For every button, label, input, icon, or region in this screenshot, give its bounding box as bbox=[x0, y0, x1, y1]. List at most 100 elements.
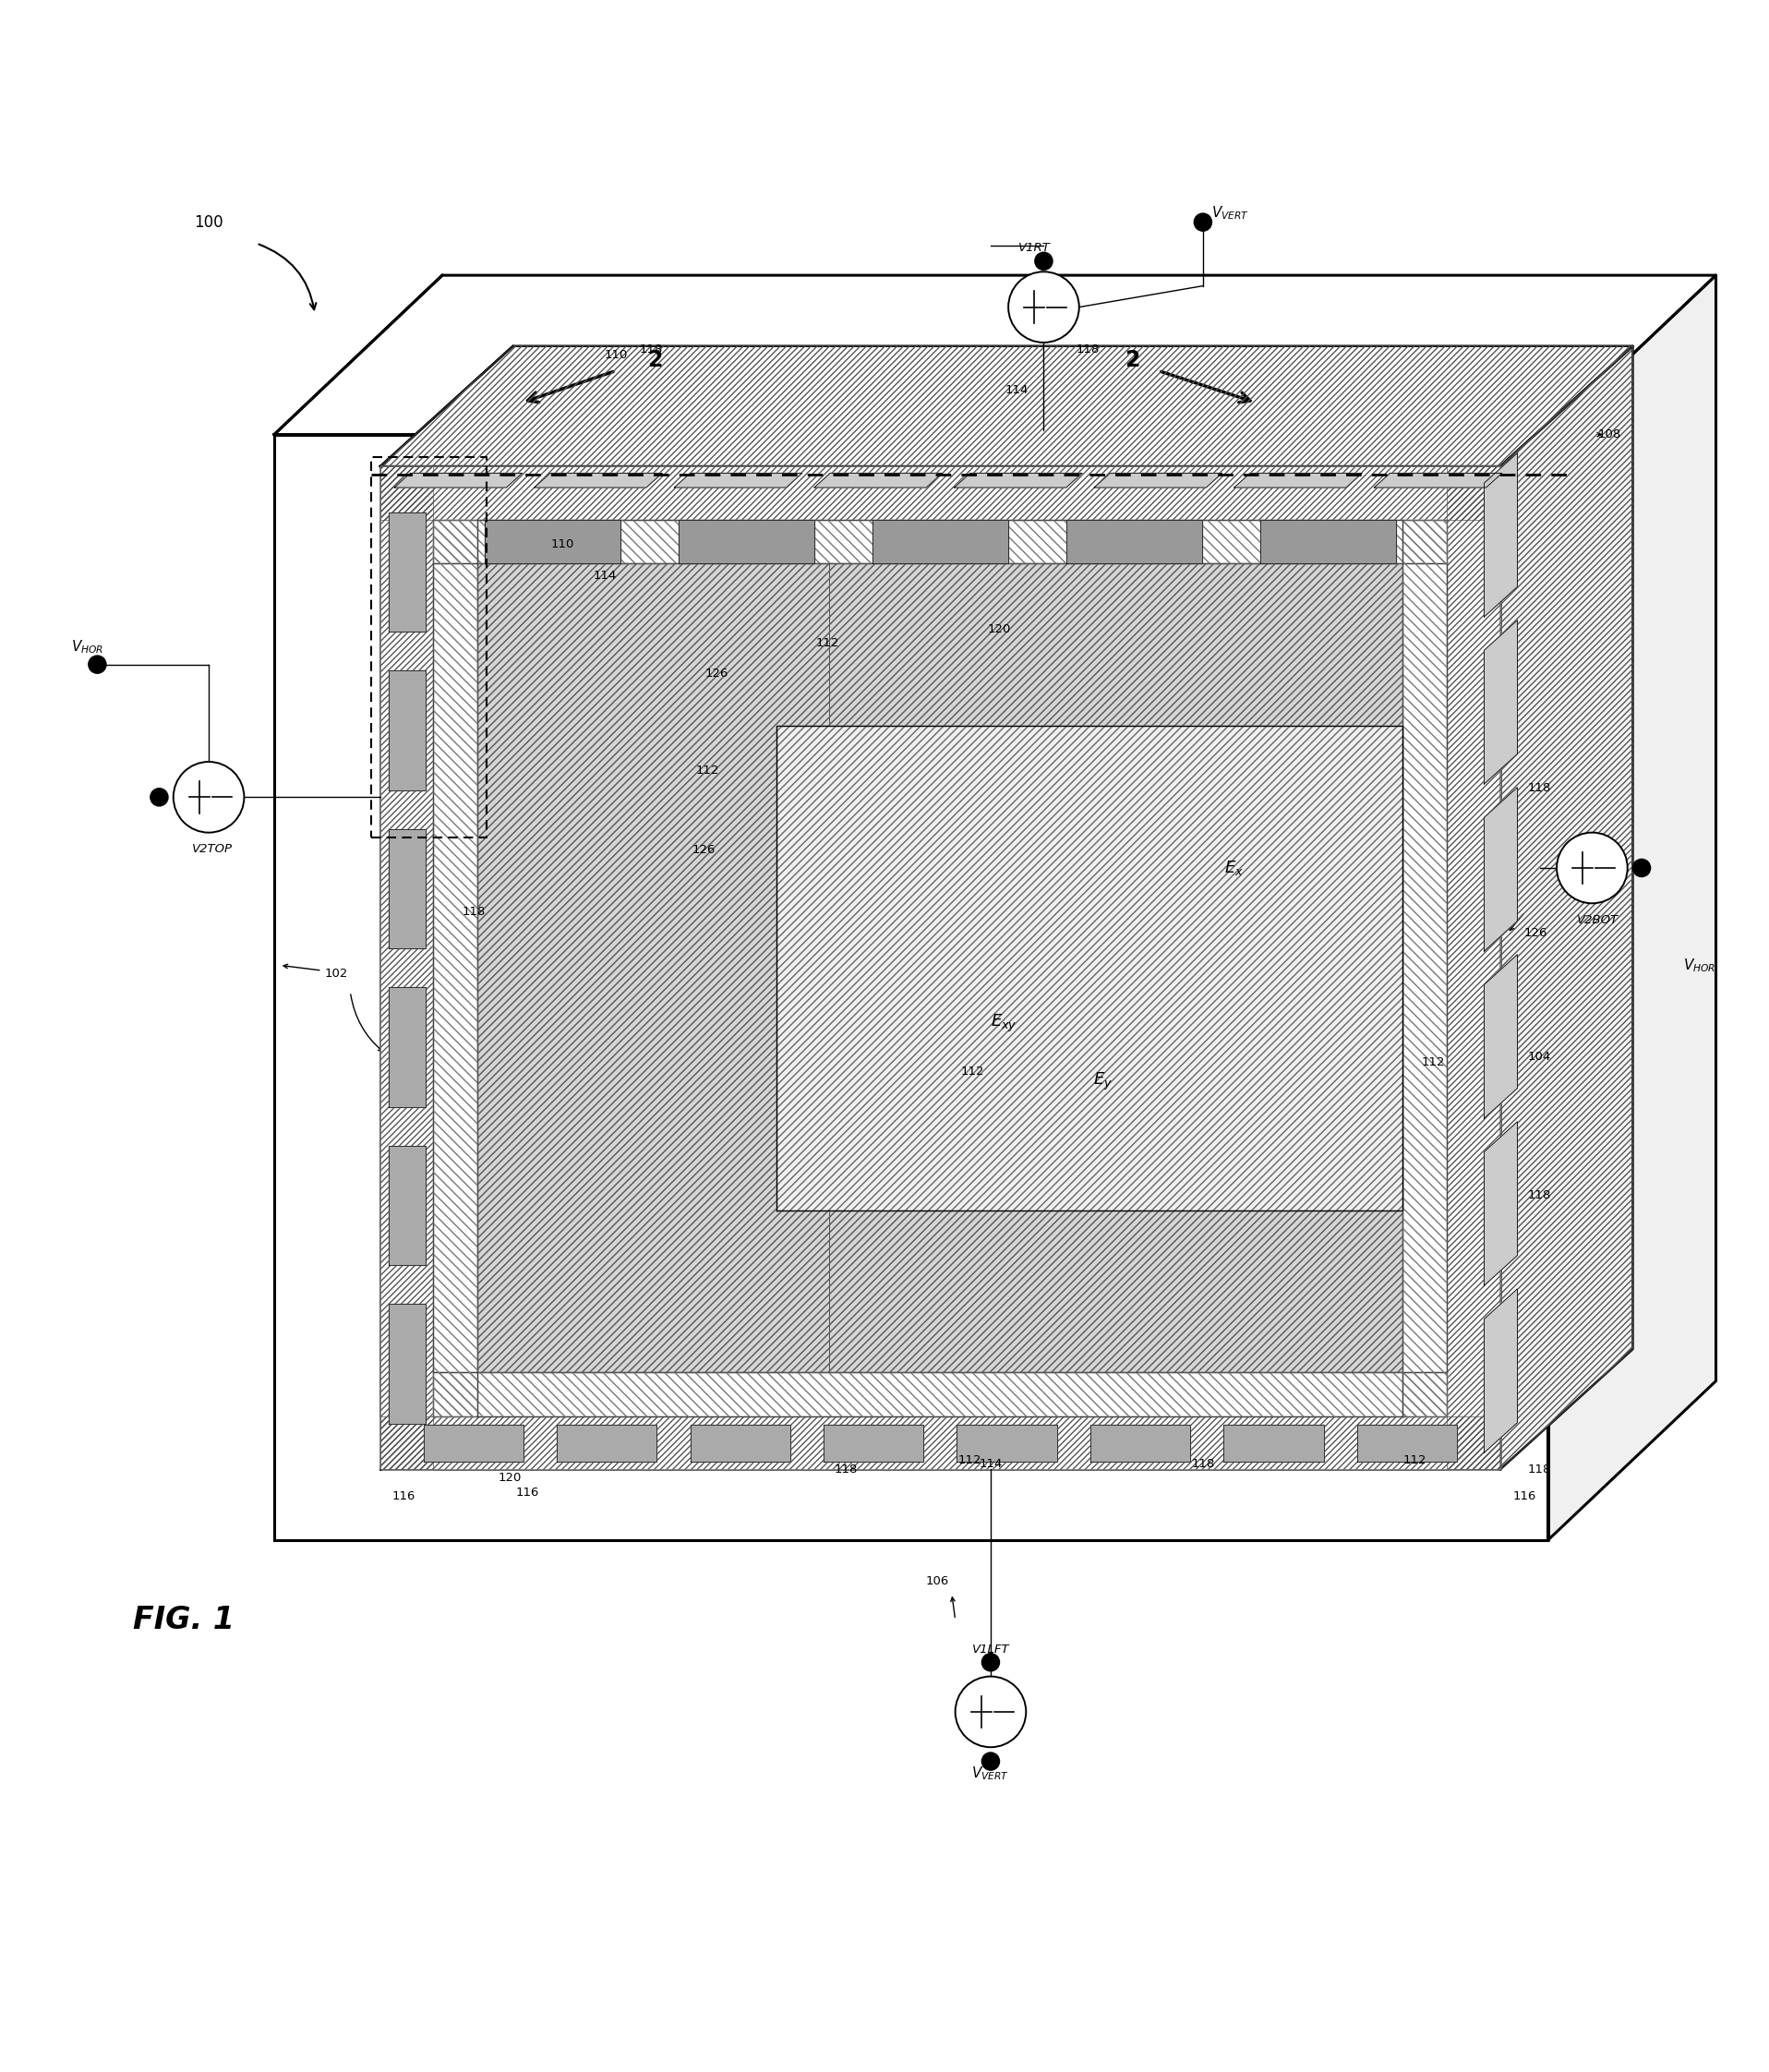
Text: 112: 112 bbox=[816, 638, 840, 649]
Text: 120: 120 bbox=[987, 624, 1012, 636]
Circle shape bbox=[173, 762, 244, 833]
Polygon shape bbox=[1484, 787, 1518, 951]
Polygon shape bbox=[380, 466, 433, 1469]
Polygon shape bbox=[1500, 346, 1633, 1469]
Text: 116: 116 bbox=[515, 1486, 540, 1498]
Polygon shape bbox=[387, 1303, 425, 1423]
Circle shape bbox=[1008, 271, 1079, 342]
Text: 110: 110 bbox=[603, 348, 628, 361]
Text: 104: 104 bbox=[1527, 1051, 1551, 1063]
Text: FIG. 1: FIG. 1 bbox=[133, 1604, 234, 1635]
Text: 118: 118 bbox=[833, 1463, 858, 1475]
Circle shape bbox=[1035, 253, 1053, 269]
Polygon shape bbox=[478, 564, 1403, 1372]
Text: 102: 102 bbox=[324, 968, 348, 980]
Text: 112: 112 bbox=[695, 765, 720, 777]
Polygon shape bbox=[1090, 1423, 1191, 1461]
Circle shape bbox=[1557, 833, 1627, 903]
Text: $E_{xy}$: $E_{xy}$ bbox=[991, 1013, 1017, 1034]
Polygon shape bbox=[1548, 276, 1716, 1539]
Polygon shape bbox=[394, 472, 522, 487]
Circle shape bbox=[955, 1676, 1026, 1747]
Polygon shape bbox=[387, 829, 425, 949]
Polygon shape bbox=[433, 520, 478, 1417]
Polygon shape bbox=[814, 472, 943, 487]
Polygon shape bbox=[387, 671, 425, 789]
Polygon shape bbox=[1357, 1423, 1458, 1461]
Text: V2TOP: V2TOP bbox=[193, 843, 232, 856]
Polygon shape bbox=[777, 725, 1403, 1210]
Text: 108: 108 bbox=[1597, 429, 1622, 441]
Polygon shape bbox=[1447, 466, 1500, 1469]
Text: 112: 112 bbox=[1403, 1455, 1428, 1467]
Polygon shape bbox=[957, 1423, 1056, 1461]
Polygon shape bbox=[387, 988, 425, 1106]
Polygon shape bbox=[1484, 1289, 1518, 1452]
Text: 126: 126 bbox=[704, 667, 729, 680]
Text: 118: 118 bbox=[1076, 344, 1100, 356]
Polygon shape bbox=[380, 346, 1633, 466]
Text: 126: 126 bbox=[692, 843, 716, 856]
Text: $E_x$: $E_x$ bbox=[1224, 858, 1244, 876]
Polygon shape bbox=[679, 520, 814, 564]
Text: 114: 114 bbox=[978, 1459, 1003, 1471]
Text: V1LFT: V1LFT bbox=[971, 1643, 1010, 1656]
Text: 114: 114 bbox=[1005, 383, 1030, 396]
Text: 118: 118 bbox=[1527, 783, 1551, 794]
Text: 2: 2 bbox=[647, 348, 662, 371]
Circle shape bbox=[1633, 860, 1650, 876]
Text: $V_{HOR}$: $V_{HOR}$ bbox=[1684, 957, 1716, 974]
Text: V2BOT: V2BOT bbox=[1576, 914, 1619, 926]
Text: 116: 116 bbox=[1512, 1490, 1537, 1502]
Text: 2: 2 bbox=[1125, 348, 1139, 371]
Polygon shape bbox=[387, 512, 425, 632]
Polygon shape bbox=[1095, 472, 1222, 487]
Polygon shape bbox=[433, 1372, 1447, 1417]
Text: 126: 126 bbox=[1523, 928, 1548, 939]
Polygon shape bbox=[478, 564, 830, 1372]
Polygon shape bbox=[830, 564, 1403, 1372]
Polygon shape bbox=[953, 472, 1083, 487]
Polygon shape bbox=[1375, 472, 1502, 487]
Text: 118: 118 bbox=[639, 344, 663, 356]
Circle shape bbox=[88, 655, 106, 673]
Text: 112: 112 bbox=[961, 1065, 985, 1077]
Text: V1RT: V1RT bbox=[1019, 242, 1051, 255]
Text: 106: 106 bbox=[925, 1575, 950, 1587]
Text: 120: 120 bbox=[497, 1473, 522, 1484]
Polygon shape bbox=[274, 276, 1716, 435]
Polygon shape bbox=[433, 520, 1447, 564]
Polygon shape bbox=[1484, 1121, 1518, 1285]
Text: 118: 118 bbox=[462, 905, 486, 918]
Circle shape bbox=[982, 1653, 999, 1672]
Polygon shape bbox=[1224, 1423, 1323, 1461]
Text: 112: 112 bbox=[1421, 1057, 1445, 1069]
Polygon shape bbox=[1260, 520, 1396, 564]
Polygon shape bbox=[824, 1423, 923, 1461]
Text: 110: 110 bbox=[550, 539, 575, 551]
Polygon shape bbox=[1484, 620, 1518, 783]
Polygon shape bbox=[1484, 955, 1518, 1119]
Text: 118: 118 bbox=[1527, 1463, 1551, 1475]
Polygon shape bbox=[1235, 472, 1362, 487]
Polygon shape bbox=[872, 520, 1008, 564]
Circle shape bbox=[150, 787, 168, 806]
Text: $E_y$: $E_y$ bbox=[1093, 1071, 1113, 1092]
Text: 118: 118 bbox=[1527, 1189, 1551, 1202]
Text: 100: 100 bbox=[195, 213, 223, 230]
Circle shape bbox=[1194, 213, 1212, 232]
Polygon shape bbox=[1484, 454, 1518, 617]
Polygon shape bbox=[380, 466, 1500, 520]
Text: 114: 114 bbox=[593, 570, 617, 582]
Circle shape bbox=[982, 1753, 999, 1769]
Text: $V_{HOR}$: $V_{HOR}$ bbox=[71, 638, 103, 655]
Text: $V_{VERT}$: $V_{VERT}$ bbox=[1212, 205, 1249, 222]
Polygon shape bbox=[387, 1146, 425, 1266]
Polygon shape bbox=[557, 1423, 656, 1461]
Polygon shape bbox=[485, 520, 621, 564]
Polygon shape bbox=[380, 1417, 1500, 1469]
Text: 112: 112 bbox=[957, 1455, 982, 1467]
Polygon shape bbox=[534, 472, 662, 487]
Text: $V_{VERT}$: $V_{VERT}$ bbox=[971, 1765, 1010, 1782]
Polygon shape bbox=[1067, 520, 1201, 564]
